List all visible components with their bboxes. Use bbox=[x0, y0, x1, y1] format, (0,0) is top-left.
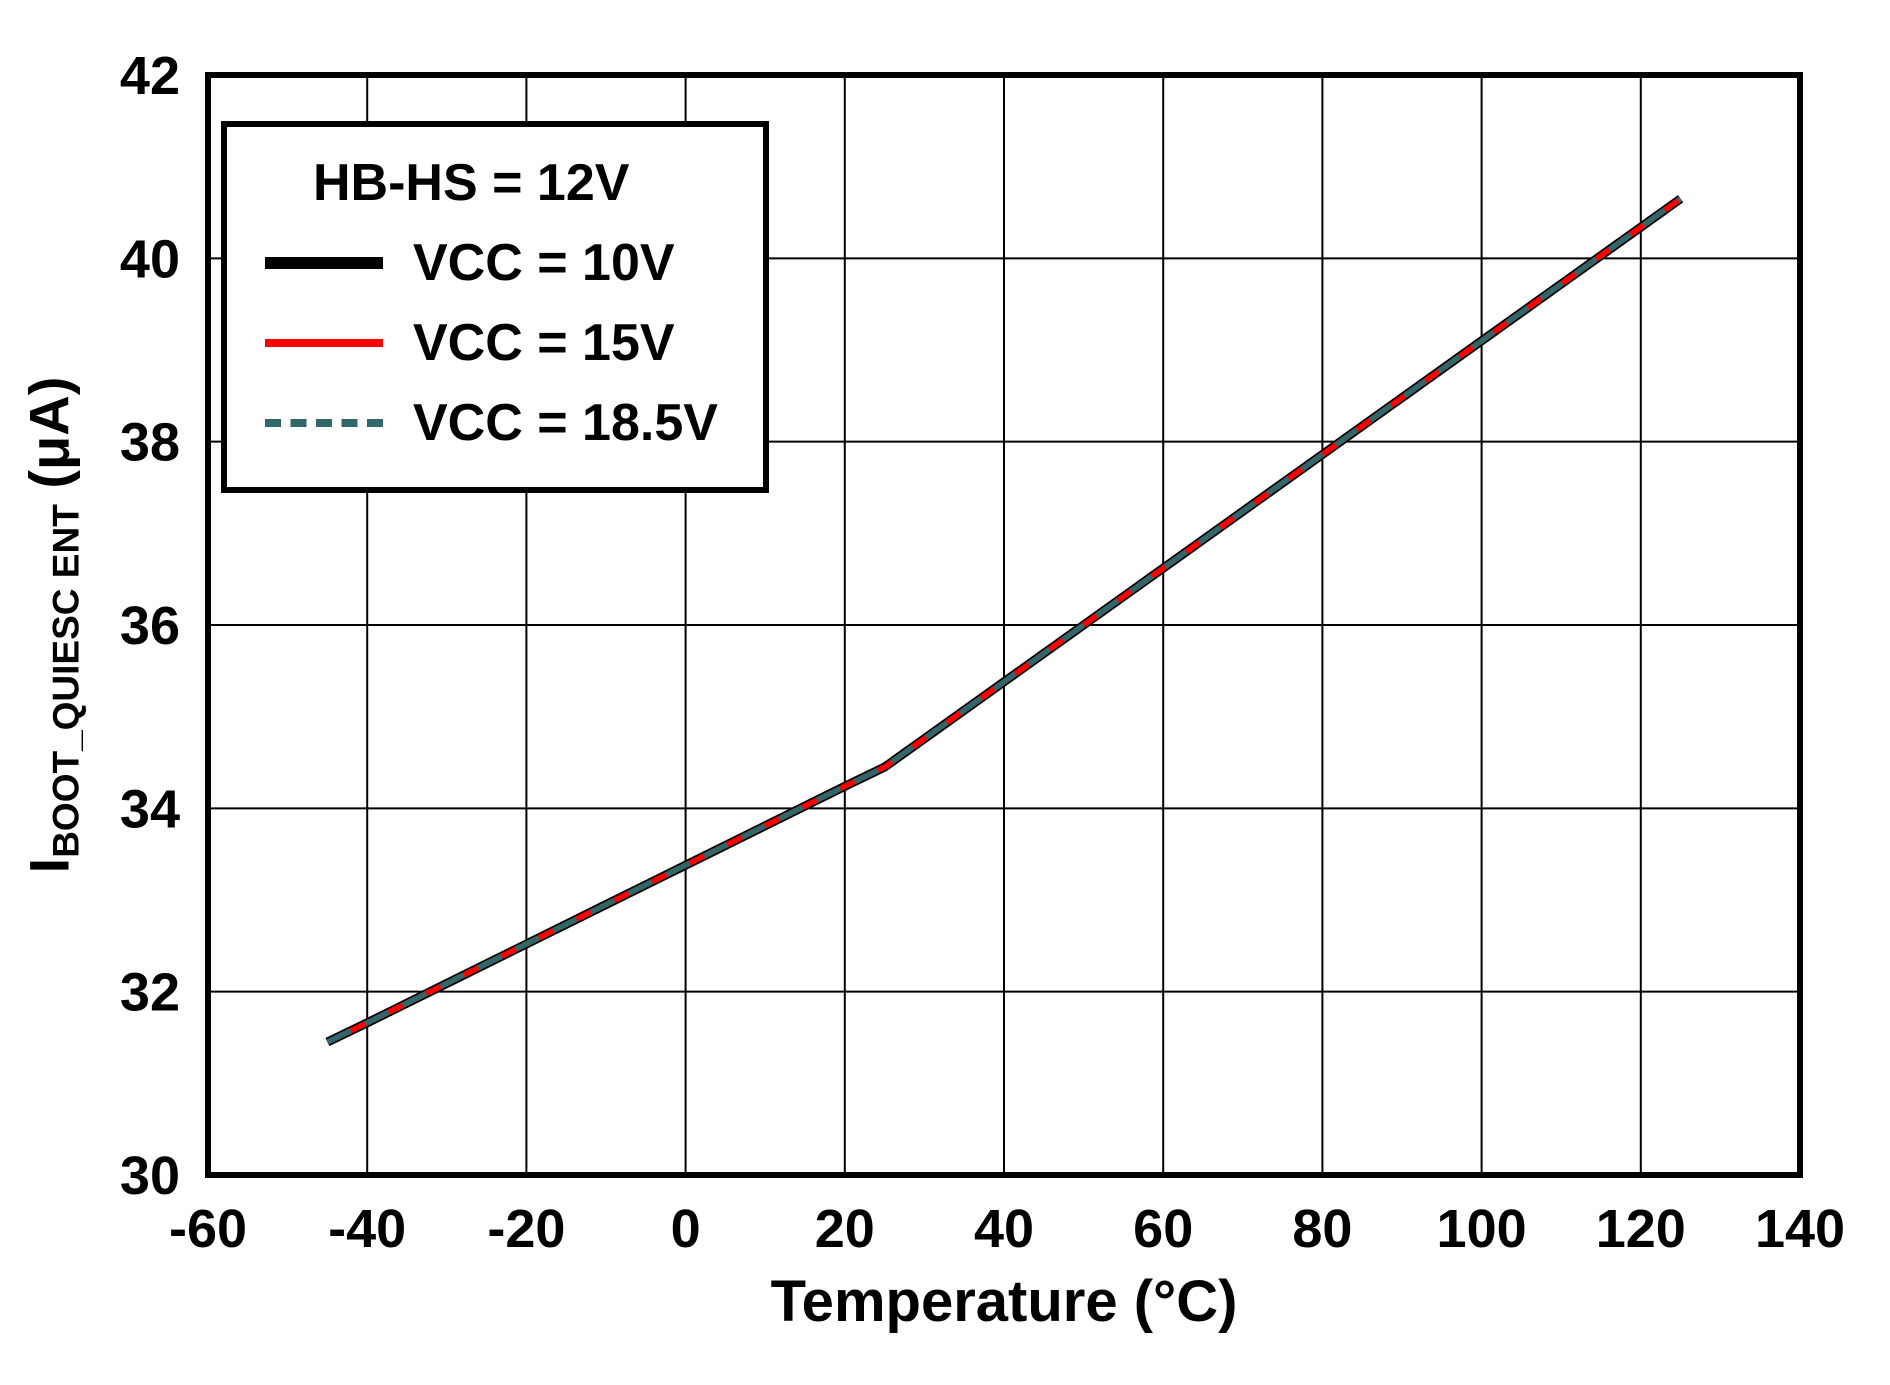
y-axis-label: IBOOT_QUIESC ENT (μA) bbox=[17, 377, 88, 874]
legend-swatch-vcc15-line bbox=[265, 339, 383, 347]
x-axis-label: Temperature (°C) bbox=[770, 1269, 1238, 1334]
x-tick-label: 0 bbox=[671, 1199, 701, 1259]
legend-label-vcc15: VCC = 15V bbox=[413, 314, 675, 372]
y-axis-label-sub: BOOT_QUIESC ENT bbox=[45, 504, 87, 858]
y-tick-label: 36 bbox=[120, 596, 180, 656]
legend-item: VCC = 10V bbox=[227, 223, 763, 303]
series-line-2 bbox=[326, 196, 1683, 1045]
legend-label-vcc10: VCC = 10V bbox=[413, 234, 675, 292]
x-tick-label: 40 bbox=[974, 1199, 1034, 1259]
x-tick-label: -60 bbox=[169, 1199, 247, 1259]
legend-title: HB-HS = 12V bbox=[313, 154, 630, 212]
legend-swatch-vcc10-line bbox=[265, 257, 383, 269]
y-tick-label: 42 bbox=[120, 46, 180, 106]
y-axis-label-main: I bbox=[17, 857, 81, 874]
legend-item: VCC = 15V bbox=[227, 303, 763, 383]
x-tick-label: -20 bbox=[487, 1199, 565, 1259]
plot-border bbox=[205, 72, 1803, 1178]
y-tick-label: 32 bbox=[120, 963, 180, 1023]
legend-item: VCC = 18.5V bbox=[227, 383, 763, 463]
y-tick-label: 34 bbox=[120, 779, 180, 839]
x-tick-label: 120 bbox=[1596, 1199, 1686, 1259]
x-tick-label: 20 bbox=[815, 1199, 875, 1259]
y-tick-label: 30 bbox=[120, 1146, 180, 1206]
y-axis-label-unit: (μA) bbox=[17, 376, 81, 505]
legend-label-vcc185: VCC = 18.5V bbox=[413, 394, 718, 452]
x-tick-label: 140 bbox=[1755, 1199, 1845, 1259]
x-tick-label: 60 bbox=[1133, 1199, 1193, 1259]
x-tick-label: 80 bbox=[1292, 1199, 1352, 1259]
y-tick-label: 40 bbox=[120, 229, 180, 289]
legend: HB-HS = 12V VCC = 10V VCC = 15V VCC = 18… bbox=[221, 121, 769, 493]
x-tick-label: 100 bbox=[1437, 1199, 1527, 1259]
x-tick-label: -40 bbox=[328, 1199, 406, 1259]
y-tick-label: 38 bbox=[120, 413, 180, 473]
legend-swatch-vcc185-dashed-line bbox=[265, 419, 383, 427]
